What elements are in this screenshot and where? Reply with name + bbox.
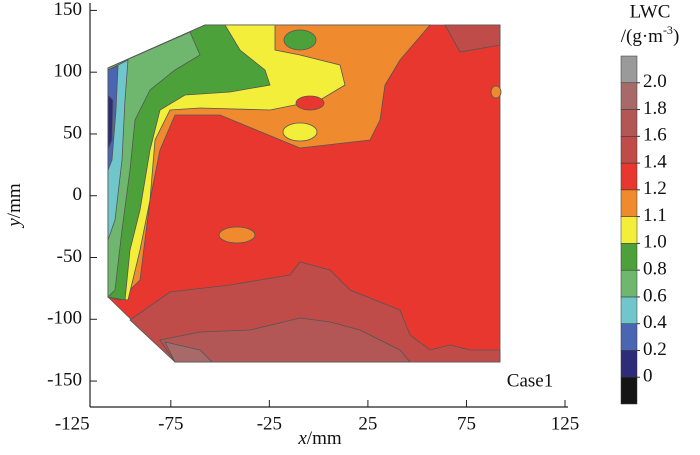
y-tick-label: 0 — [73, 184, 83, 205]
x-tick-label: -75 — [158, 413, 183, 434]
y-tick-label: 50 — [63, 122, 82, 143]
colorbar-swatch — [620, 269, 638, 298]
contour-region — [490, 85, 502, 99]
y-var: y — [4, 218, 25, 229]
x-tick-label: -125 — [55, 413, 90, 434]
colorbar-label: 1.2 — [643, 178, 667, 199]
x-axis-label: x/mm — [297, 428, 341, 449]
x-tick-label: 25 — [358, 413, 377, 434]
colorbar-label: 1.4 — [643, 151, 667, 172]
colorbar-swatch — [620, 296, 638, 324]
contour-region — [159, 317, 411, 363]
colorbar-label: 2.0 — [643, 71, 667, 92]
colorbar-swatch — [620, 323, 638, 351]
colorbar-swatch — [620, 350, 638, 378]
colorbar-swatch — [620, 216, 638, 244]
colorbar-swatch — [620, 136, 638, 164]
x-tick-label: 75 — [457, 413, 476, 434]
x-tick-label: 125 — [551, 413, 580, 434]
contour-region — [283, 29, 317, 51]
unit-suffix: ) — [673, 26, 679, 47]
plot-area — [107, 24, 502, 363]
x-var: x — [297, 428, 307, 449]
colorbar-swatch — [620, 189, 638, 217]
annotation: Case1 — [507, 370, 553, 391]
unit-prefix: /(g·m — [621, 26, 663, 47]
colorbar-label: 1.0 — [643, 232, 667, 253]
x-unit: /mm — [307, 428, 342, 449]
y-tick-label: -50 — [57, 246, 82, 267]
contour-region — [164, 341, 213, 363]
colorbar-swatch — [620, 162, 638, 191]
y-unit: /mm — [4, 183, 25, 218]
y-tick-label: -150 — [47, 369, 82, 390]
y-tick-label: 150 — [54, 0, 83, 20]
colorbar-label: 0.8 — [643, 259, 667, 280]
colorbar-swatch — [620, 376, 638, 405]
colorbar-swatch — [620, 109, 638, 137]
colorbar-label: 1.8 — [643, 98, 667, 119]
colorbar-title: LWC — [630, 1, 671, 22]
colorbar-swatch — [620, 82, 638, 110]
y-axis-label: y/mm — [4, 183, 25, 228]
y-tick-label: -100 — [47, 308, 82, 329]
colorbar-label: 0.2 — [643, 339, 667, 360]
colorbar-label: 0.4 — [643, 312, 667, 333]
contour-region — [444, 24, 501, 53]
contour-region — [107, 31, 201, 298]
colorbar-swatch — [620, 55, 638, 84]
colorbar-swatch — [620, 243, 638, 271]
y-tick-label: 100 — [54, 61, 83, 82]
contour-region — [218, 226, 256, 244]
contour-region — [295, 95, 325, 111]
contour-region — [282, 122, 318, 142]
colorbar-label: 1.6 — [643, 125, 667, 146]
contour-region — [107, 94, 114, 151]
colorbar-unit: /(g·m-3) — [621, 23, 680, 48]
colorbar-label: 0.6 — [643, 285, 667, 306]
x-tick-label: -25 — [257, 413, 282, 434]
colorbar-label: 0 — [643, 366, 653, 387]
colorbar-label: 1.1 — [643, 205, 667, 226]
unit-exponent: -3 — [663, 23, 673, 37]
